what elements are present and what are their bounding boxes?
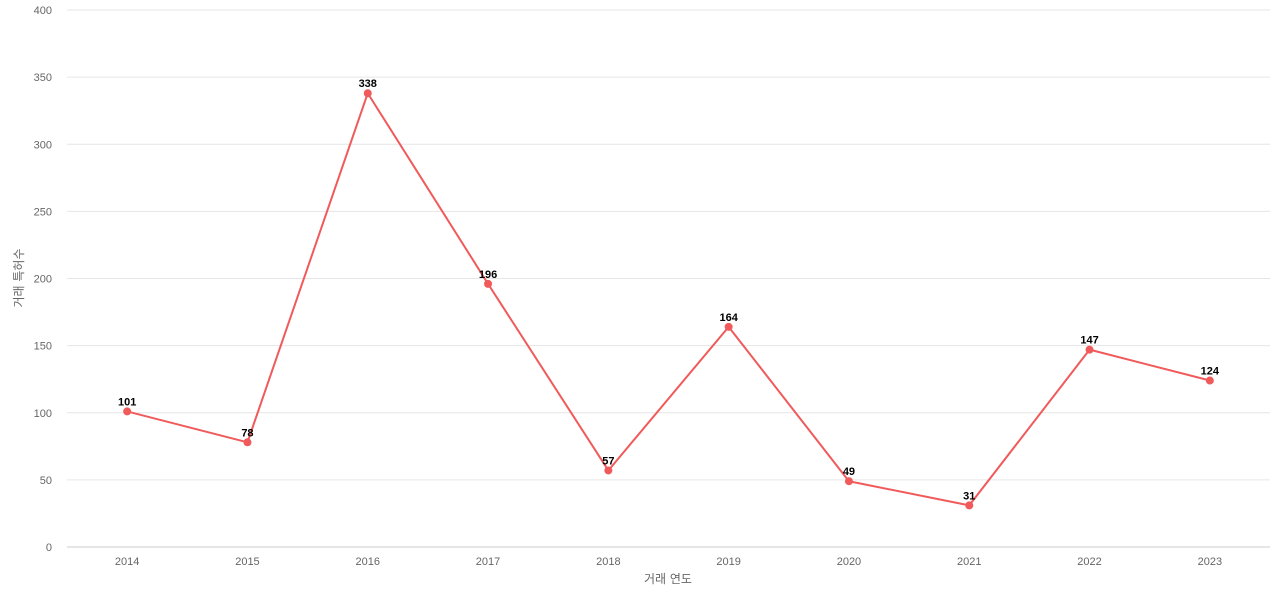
x-tick-label: 2017 xyxy=(476,556,500,568)
x-tick-label: 2016 xyxy=(356,556,380,568)
y-tick-label: 300 xyxy=(34,139,52,151)
data-label: 147 xyxy=(1080,335,1098,347)
data-point xyxy=(123,407,132,416)
series-line xyxy=(126,92,1211,507)
x-axis-ticks: 2014 2015 2016 2017 2018 2019 2020 2021 2022 2023 xyxy=(115,556,1222,568)
data-points xyxy=(123,89,1214,510)
y-tick-label: 0 xyxy=(46,542,52,554)
x-tick-label: 2014 xyxy=(115,556,139,568)
series-line-group xyxy=(126,92,1211,507)
data-label: 101 xyxy=(118,396,136,408)
y-axis-title: 거래 특허수 xyxy=(12,248,26,307)
x-tick-label: 2021 xyxy=(957,556,981,568)
data-point xyxy=(604,466,613,475)
x-tick-label: 2019 xyxy=(716,556,740,568)
y-tick-label: 100 xyxy=(34,408,52,420)
data-label: 49 xyxy=(843,466,855,478)
y-axis-ticks: 0 50 100 150 200 250 300 350 400 xyxy=(34,5,52,554)
data-point xyxy=(484,279,493,288)
data-point xyxy=(363,89,372,98)
x-tick-label: 2018 xyxy=(596,556,620,568)
data-point xyxy=(724,322,733,331)
data-label: 338 xyxy=(359,78,377,90)
data-label: 124 xyxy=(1201,366,1220,378)
x-tick-label: 2020 xyxy=(837,556,861,568)
y-tick-label: 50 xyxy=(40,475,52,487)
data-point xyxy=(1085,345,1094,354)
data-point xyxy=(243,438,252,447)
data-label: 164 xyxy=(719,312,738,324)
data-point xyxy=(965,501,974,510)
grid-lines xyxy=(67,9,1270,548)
y-tick-label: 400 xyxy=(34,5,52,17)
x-tick-label: 2022 xyxy=(1077,556,1101,568)
x-tick-label: 2015 xyxy=(235,556,259,568)
data-label: 31 xyxy=(963,490,975,502)
y-tick-label: 250 xyxy=(34,206,52,218)
y-tick-label: 150 xyxy=(34,341,52,353)
data-label: 196 xyxy=(479,269,497,281)
x-tick-label: 2023 xyxy=(1198,556,1222,568)
data-point xyxy=(1205,376,1214,385)
data-label: 78 xyxy=(241,427,253,439)
x-axis-title: 거래 연도 xyxy=(644,572,692,586)
y-tick-label: 200 xyxy=(34,274,52,286)
data-labels: 101 78 338 196 57 164 49 31 147 124 xyxy=(118,78,1220,502)
data-point xyxy=(844,477,853,486)
data-label: 57 xyxy=(602,455,614,467)
y-tick-label: 350 xyxy=(34,72,52,84)
